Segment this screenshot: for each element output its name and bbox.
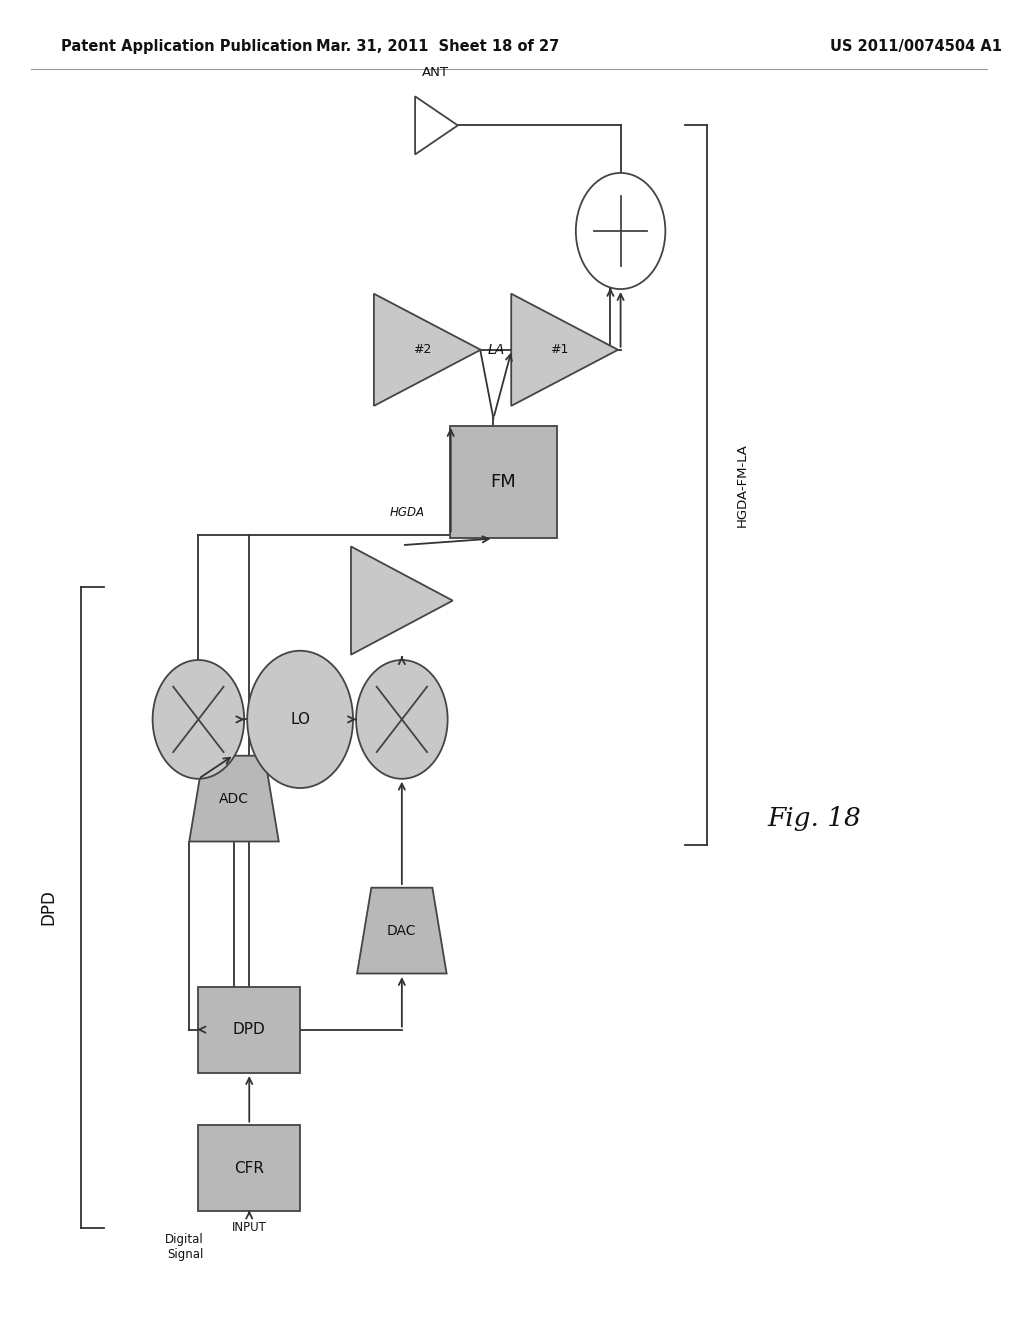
Text: DPD: DPD bbox=[232, 1022, 265, 1038]
Text: ANT: ANT bbox=[422, 66, 449, 79]
Text: Patent Application Publication: Patent Application Publication bbox=[61, 38, 312, 54]
Text: LA: LA bbox=[487, 343, 505, 356]
Text: INPUT: INPUT bbox=[231, 1221, 266, 1234]
FancyBboxPatch shape bbox=[199, 1125, 300, 1212]
Polygon shape bbox=[511, 294, 618, 407]
Text: Fig. 18: Fig. 18 bbox=[767, 807, 861, 830]
Text: HGDA: HGDA bbox=[389, 506, 424, 519]
Text: DPD: DPD bbox=[40, 890, 57, 925]
Polygon shape bbox=[374, 294, 480, 407]
Text: US 2011/0074504 A1: US 2011/0074504 A1 bbox=[829, 38, 1001, 54]
Text: LO: LO bbox=[290, 711, 310, 727]
Polygon shape bbox=[351, 546, 453, 655]
Circle shape bbox=[247, 651, 353, 788]
Text: CFR: CFR bbox=[234, 1160, 264, 1176]
Polygon shape bbox=[415, 96, 458, 154]
Text: HGDA-FM-LA: HGDA-FM-LA bbox=[736, 444, 750, 527]
Text: Digital
Signal: Digital Signal bbox=[165, 1233, 204, 1262]
Text: #1: #1 bbox=[550, 343, 568, 356]
Circle shape bbox=[153, 660, 244, 779]
Circle shape bbox=[356, 660, 447, 779]
FancyBboxPatch shape bbox=[199, 987, 300, 1072]
Text: Mar. 31, 2011  Sheet 18 of 27: Mar. 31, 2011 Sheet 18 of 27 bbox=[315, 38, 559, 54]
Text: FM: FM bbox=[490, 473, 516, 491]
Text: ADC: ADC bbox=[219, 792, 249, 805]
Polygon shape bbox=[189, 755, 279, 842]
FancyBboxPatch shape bbox=[451, 425, 557, 539]
Text: DAC: DAC bbox=[387, 924, 417, 937]
Text: #2: #2 bbox=[413, 343, 431, 356]
Polygon shape bbox=[357, 887, 446, 974]
Circle shape bbox=[575, 173, 666, 289]
